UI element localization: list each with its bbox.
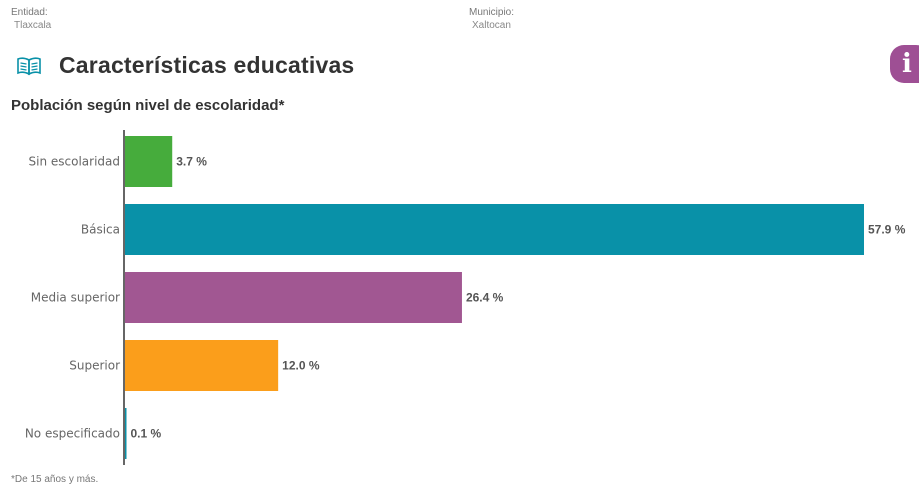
bar-chart: Sin escolaridad 3.7 % Básica 57.9 % Media su…: [25, 130, 906, 465]
info-button[interactable]: i: [890, 45, 919, 83]
footnote: *De 15 años y más.: [11, 474, 99, 485]
bar[interactable]: [125, 340, 279, 391]
info-icon: i: [902, 49, 912, 79]
municipio-info: Municipio: Xaltocan: [469, 6, 514, 32]
entidad-value: Tlaxcala: [14, 20, 52, 31]
category-label: Básica: [81, 223, 120, 237]
bar[interactable]: [125, 204, 864, 255]
value-label: 3.7 %: [176, 155, 207, 169]
value-label: 0.1 %: [131, 427, 162, 441]
section-header: Características educativas: [17, 52, 354, 79]
municipio-value: Xaltocan: [472, 20, 511, 31]
entidad-info: Entidad: Tlaxcala: [11, 6, 51, 32]
chart-title: Población según nivel de escolaridad*: [11, 97, 285, 114]
open-book-icon: [17, 56, 41, 75]
bar[interactable]: [125, 272, 462, 323]
value-label: 12.0 %: [282, 359, 320, 373]
bar[interactable]: [125, 136, 173, 187]
section-title: Características educativas: [59, 52, 355, 78]
entidad-label: Entidad:: [11, 7, 48, 18]
category-label: Media superior: [31, 291, 120, 305]
municipio-label: Municipio:: [469, 7, 515, 18]
category-label: Superior: [69, 359, 120, 373]
category-label: Sin escolaridad: [29, 155, 121, 169]
value-label: 26.4 %: [466, 291, 504, 305]
value-label: 57.9 %: [868, 223, 906, 237]
category-label: No especificado: [25, 427, 120, 441]
bar[interactable]: [125, 408, 127, 459]
